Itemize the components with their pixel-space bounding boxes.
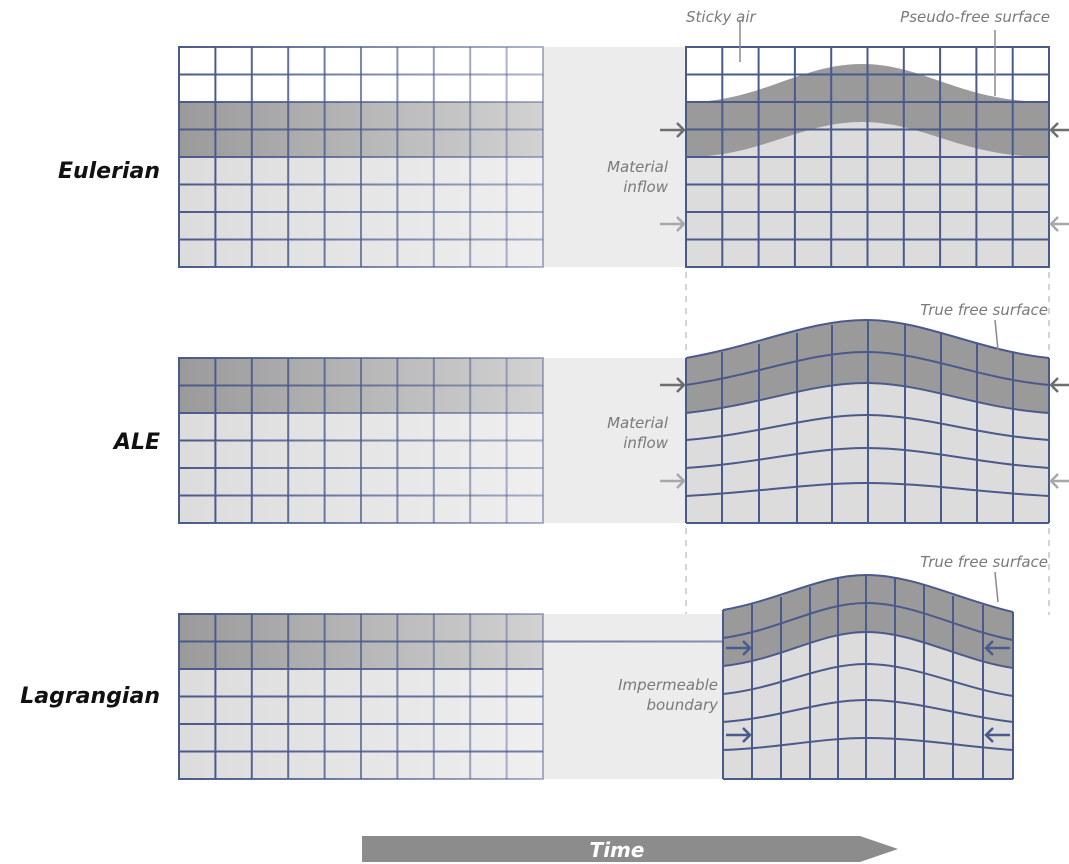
impermeable-boundary-label-1: Impermeable <box>618 676 718 694</box>
initial-mesh-eulerian <box>178 46 544 268</box>
true-free-surface-label: True free surface <box>920 553 1048 571</box>
arrow-right-icon <box>660 377 686 393</box>
row-label-ale: ALE <box>112 430 160 455</box>
time-connector <box>543 47 686 267</box>
material-inflow-label-1: Material <box>607 158 669 176</box>
arrow-right-icon <box>660 473 686 489</box>
arrow-right-icon <box>660 122 686 138</box>
arrow-left-icon <box>1049 377 1069 393</box>
deformed-mesh-ale <box>660 318 1069 524</box>
time-label: Time <box>590 838 645 862</box>
deformed-mesh-lagrangian <box>722 571 1014 780</box>
pseudo-free-surface-label: Pseudo-free surface <box>900 8 1050 26</box>
deformed-mesh-eulerian <box>660 20 1069 268</box>
guide-lines <box>685 272 1050 615</box>
row-eulerian: Eulerian <box>58 8 1069 268</box>
row-label-lagrangian: Lagrangian <box>20 684 160 709</box>
arrow-left-icon <box>984 640 1010 656</box>
material-inflow-label-2: inflow <box>623 178 669 196</box>
arrow-left-icon <box>984 727 1010 743</box>
initial-mesh-ale <box>178 357 544 524</box>
arrow-right-icon <box>726 727 752 743</box>
material-inflow-label-2: inflow <box>623 434 669 452</box>
initial-mesh-lagrangian <box>178 613 1000 780</box>
material-inflow-label-1: Material <box>607 414 669 432</box>
sticky-air-label: Sticky air <box>686 8 757 26</box>
arrow-right-icon <box>726 640 752 656</box>
arrow-right-icon <box>660 216 686 232</box>
impermeable-boundary-label-2: boundary <box>647 696 720 714</box>
time-arrow: Time <box>362 836 898 862</box>
arrow-left-icon <box>1049 473 1069 489</box>
row-label-eulerian: Eulerian <box>58 159 160 184</box>
row-ale: ALE <box>112 301 1069 524</box>
arrow-left-icon <box>1049 216 1069 232</box>
true-free-surface-label: True free surface <box>920 301 1048 319</box>
arrow-left-icon <box>1049 122 1069 138</box>
material-layer <box>723 575 1013 668</box>
row-lagrangian: Lagrangian <box>20 553 1048 780</box>
